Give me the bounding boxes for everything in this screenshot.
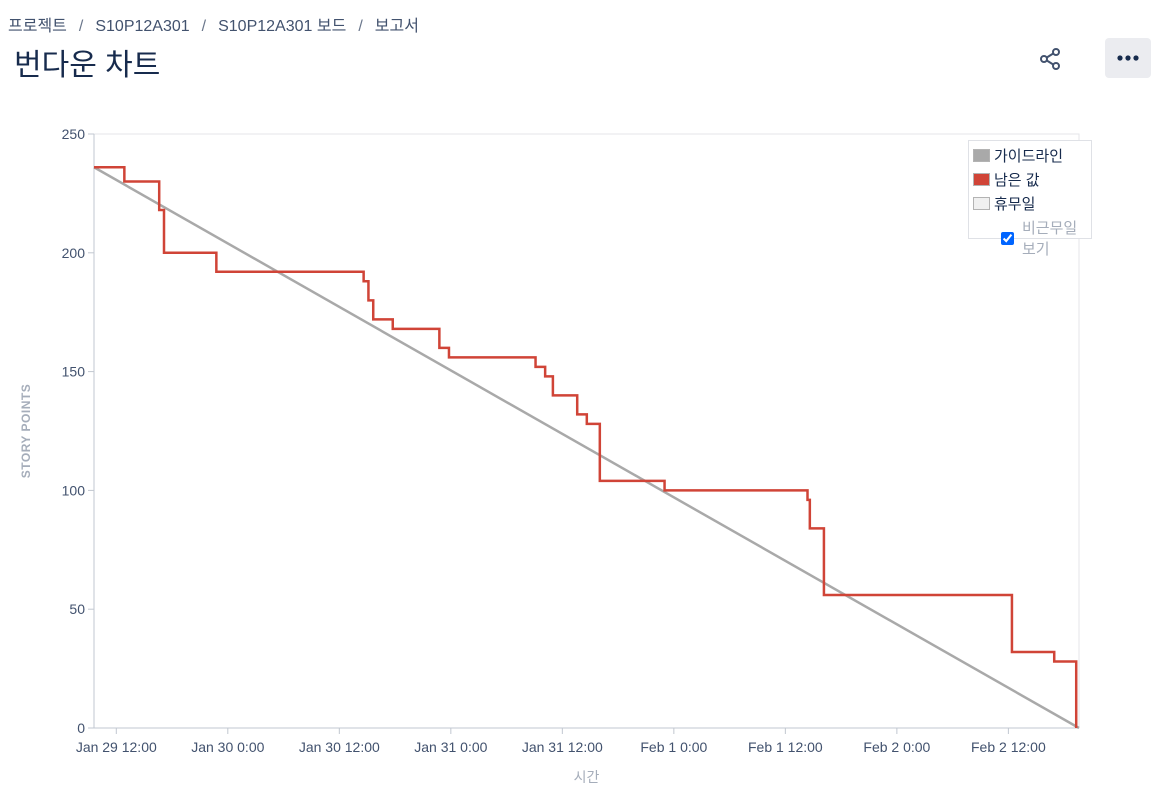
x-tick-label: Feb 2 0:00: [863, 739, 930, 755]
non-working-days-label: 비근무일 보기: [1022, 220, 1078, 258]
y-tick-label: 100: [62, 482, 86, 498]
more-icon: [1117, 55, 1139, 61]
breadcrumb: 프로젝트 / S10P12A301 / S10P12A301 보드 / 보고서: [8, 12, 419, 36]
more-button[interactable]: [1105, 38, 1151, 78]
x-axis-title: 시간: [574, 770, 600, 786]
breadcrumb-board[interactable]: S10P12A301 보드: [218, 18, 347, 35]
legend-item-remaining[interactable]: 남은 값: [973, 169, 1040, 190]
x-tick-label: Feb 1 12:00: [748, 739, 823, 755]
x-tick-label: Feb 2 12:00: [971, 739, 1046, 755]
share-button[interactable]: [1030, 40, 1070, 78]
remaining-series: [94, 166, 1078, 728]
y-tick-label: 0: [77, 720, 85, 736]
breadcrumb-separator: /: [201, 18, 207, 35]
non-working-days-toggle[interactable]: 비근무일 보기: [1001, 217, 1091, 259]
legend-swatch-holiday: [973, 197, 990, 210]
breadcrumb-project-key[interactable]: S10P12A301: [95, 18, 190, 35]
y-tick-label: 50: [69, 601, 85, 617]
x-tick-label: Jan 30 12:00: [299, 739, 380, 755]
plot-frame: [93, 133, 1080, 729]
legend-label-remaining: 남은 값: [994, 172, 1040, 189]
x-tick-label: Jan 29 12:00: [76, 739, 157, 755]
chart-legend: 가이드라인 남은 값 휴무일 비근무일 보기: [968, 140, 1092, 258]
breadcrumb-separator: /: [78, 18, 84, 35]
legend-item-holiday[interactable]: 휴무일: [973, 193, 1035, 214]
legend-swatch-remaining: [973, 173, 990, 186]
x-tick-label: Feb 1 0:00: [640, 739, 707, 755]
share-icon: [1040, 48, 1060, 70]
legend-swatch-guideline: [973, 149, 990, 162]
breadcrumb-separator: /: [358, 18, 363, 35]
x-tick-label: Jan 30 0:00: [191, 739, 264, 755]
breadcrumb-reports[interactable]: 보고서: [374, 18, 419, 35]
non-working-days-checkbox[interactable]: [1001, 230, 1014, 246]
y-tick-label: 150: [62, 364, 86, 380]
x-tick-label: Jan 31 0:00: [414, 739, 487, 755]
guideline-series: [93, 166, 1080, 730]
legend-item-guideline[interactable]: 가이드라인: [973, 145, 1063, 166]
breadcrumb-project[interactable]: 프로젝트: [8, 18, 67, 35]
x-tick-label: Jan 31 12:00: [522, 739, 603, 755]
y-axis-title: STORY POINTS: [19, 384, 33, 478]
y-tick-label: 200: [62, 245, 86, 261]
page-title: 번다운 차트: [14, 49, 161, 82]
legend-label-holiday: 휴무일: [994, 196, 1036, 213]
legend-label-guideline: 가이드라인: [994, 148, 1064, 165]
y-tick-label: 250: [62, 126, 86, 142]
